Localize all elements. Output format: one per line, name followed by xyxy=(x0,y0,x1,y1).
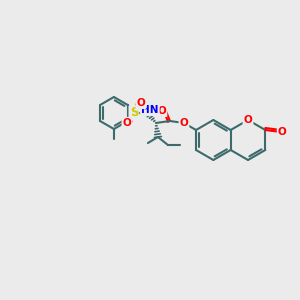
Text: S: S xyxy=(130,106,138,119)
Text: HN: HN xyxy=(141,105,159,115)
Text: O: O xyxy=(158,106,166,116)
Text: O: O xyxy=(122,118,131,128)
Text: O: O xyxy=(244,115,252,125)
Text: O: O xyxy=(278,127,286,137)
Text: O: O xyxy=(136,98,145,108)
Text: O: O xyxy=(179,118,188,128)
